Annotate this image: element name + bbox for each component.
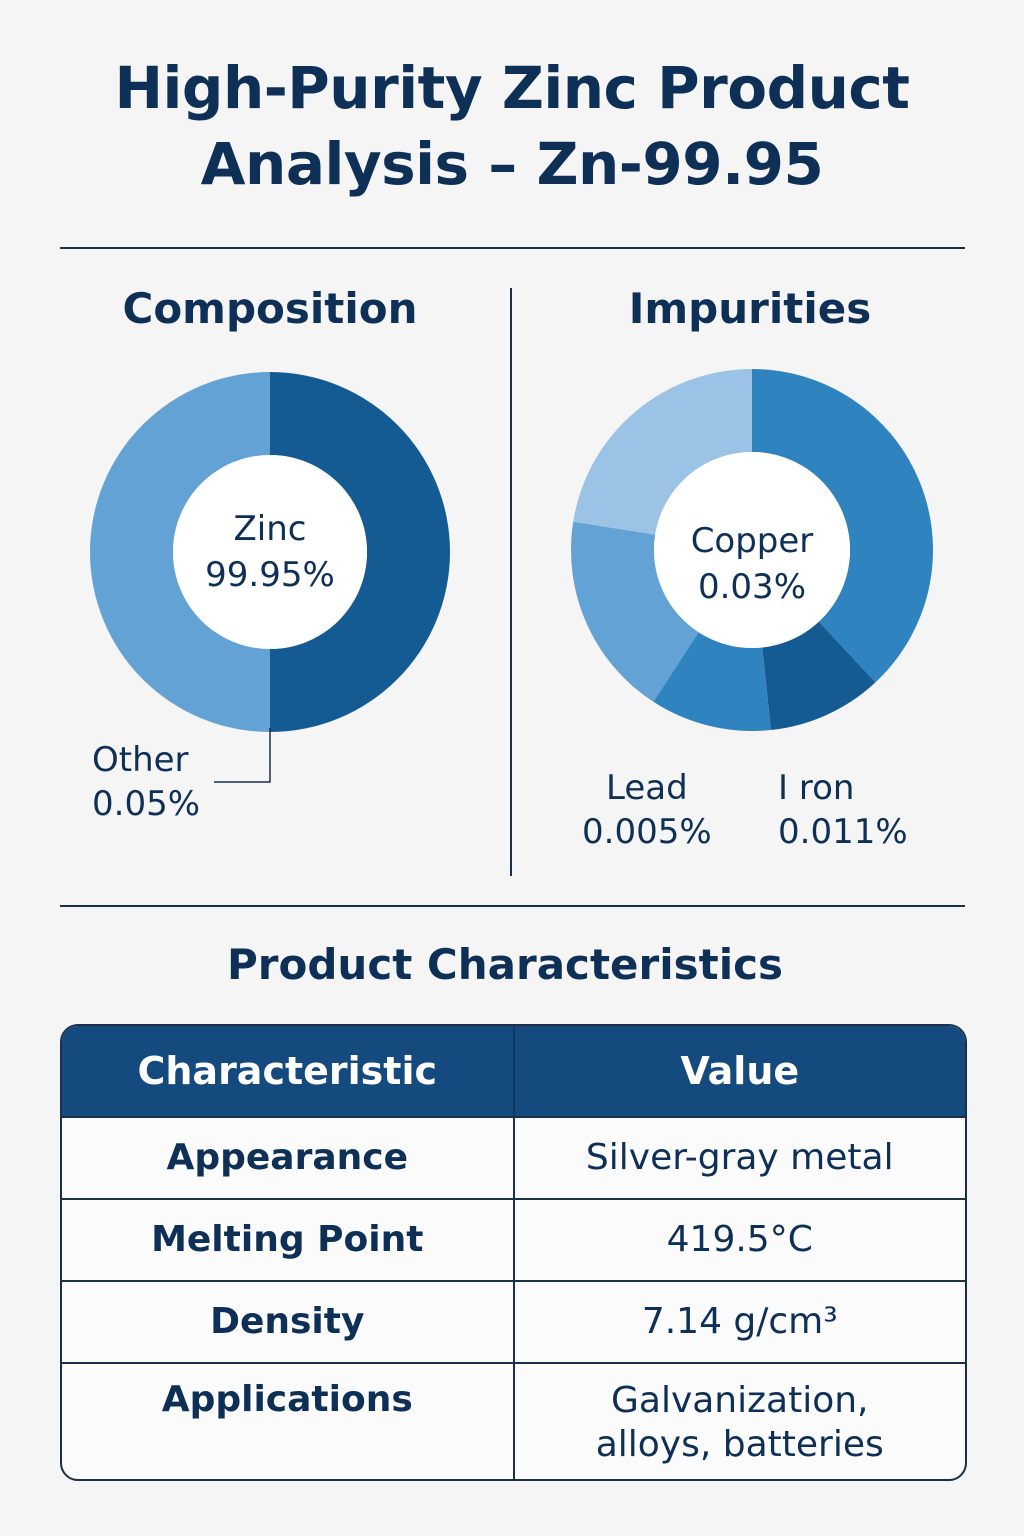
- table-row: Appearance Silver-gray metal: [62, 1116, 965, 1198]
- lead-callout-value: 0.005%: [582, 812, 712, 852]
- table-cell-value: 419.5°C: [666, 1219, 813, 1260]
- donut-hole: [654, 452, 850, 648]
- other-callout-value: 0.05%: [92, 784, 201, 824]
- impurities-center-label: Copper 0.03%: [652, 518, 852, 610]
- lead-callout-name: Lead: [605, 768, 688, 808]
- table-cell-key: Appearance: [62, 1118, 515, 1198]
- composition-slice-zinc: [270, 372, 450, 732]
- composition-center-value: 99.95%: [205, 555, 335, 595]
- impurities-slice-lead: [762, 621, 876, 731]
- impurities-title: Impurities: [628, 284, 872, 333]
- table-header-row: Characteristic Value: [62, 1026, 965, 1116]
- impurities-center-value: 0.03%: [697, 567, 806, 607]
- table-cell-value: Silver-gray metal: [585, 1137, 894, 1178]
- other-callout-name: Other: [92, 740, 189, 780]
- characteristics-title: Product Characteristics: [227, 940, 783, 989]
- iron-callout-name: I ron: [778, 768, 855, 808]
- iron-callout-value: 0.011%: [778, 812, 908, 852]
- table-cell-value: 7.14 g/cm³: [641, 1301, 838, 1342]
- impurities-slice-other-4: [573, 369, 752, 535]
- table-cell-key: Melting Point: [62, 1200, 515, 1280]
- middle-divider: [60, 905, 965, 907]
- composition-slice-other: [90, 372, 270, 732]
- other-callout: Other 0.05%: [92, 738, 200, 826]
- table-cell-key: Applications: [62, 1364, 515, 1479]
- characteristics-table: Characteristic Value Appearance Silver-g…: [60, 1024, 967, 1481]
- lead-callout: Lead 0.005%: [582, 766, 712, 854]
- donut-hole: [173, 455, 367, 649]
- table-cell-value: Galvanization, alloys, batteries: [595, 1380, 884, 1465]
- top-divider: [60, 247, 965, 249]
- table-row: Density 7.14 g/cm³: [62, 1280, 965, 1362]
- page-title-text: High-Purity Zinc Product Analysis – Zn-9…: [114, 54, 911, 198]
- table-header-characteristic: Characteristic: [62, 1026, 515, 1116]
- composition-donut-chart: [90, 372, 450, 732]
- impurities-donut-chart: [571, 369, 933, 731]
- composition-center-label: Zinc 99.95%: [170, 506, 370, 598]
- impurities-slice-copper: [752, 369, 933, 683]
- table-row: Applications Galvanization, alloys, batt…: [62, 1362, 965, 1479]
- impurities-slice-other-3: [571, 521, 699, 702]
- table-cell-key: Density: [62, 1282, 515, 1362]
- chart-divider: [510, 288, 512, 876]
- composition-center-name: Zinc: [233, 509, 307, 549]
- table-row: Melting Point 419.5°C: [62, 1198, 965, 1280]
- impurities-slice-iron: [653, 632, 771, 731]
- iron-callout: I ron 0.011%: [778, 766, 908, 854]
- impurities-center-name: Copper: [690, 521, 814, 561]
- other-callout-leader: [214, 728, 271, 783]
- table-header-value: Value: [680, 1049, 800, 1093]
- composition-title: Composition: [122, 284, 418, 333]
- page-title: High-Purity Zinc Product Analysis – Zn-9…: [0, 50, 1024, 202]
